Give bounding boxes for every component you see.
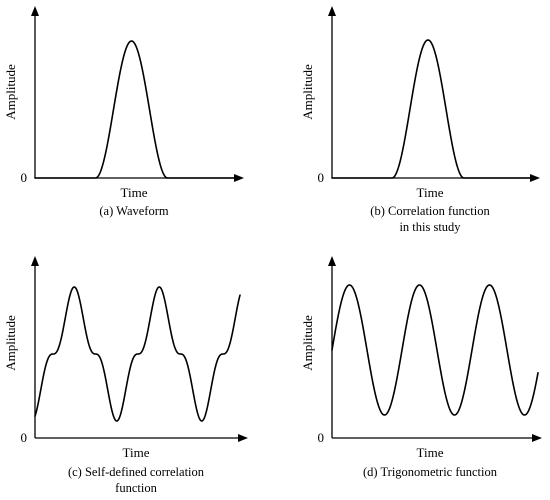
y-axis-label: Amplitude [300,315,315,371]
self-defined-correlation-curve [34,286,241,422]
caption-line-2: function [115,481,157,495]
correlation-function-curve [331,39,533,179]
origin-label: 0 [21,170,28,185]
panel-b: 0 Amplitude Time (b) Correlation functio… [300,6,540,234]
x-axis-arrow [530,174,540,182]
x-axis-label: Time [123,445,150,460]
caption-line-1: (d) Trigonometric function [363,465,498,479]
x-axis-label: Time [417,185,444,200]
x-axis-label: Time [417,445,444,460]
panel-d: 0 Amplitude Time (d) Trigonometric funct… [300,256,542,479]
caption-line-1: (a) Waveform [99,204,168,218]
x-axis-arrow [532,434,542,442]
origin-label: 0 [318,430,325,445]
y-axis-label: Amplitude [3,315,18,371]
y-axis-arrow [31,256,39,266]
y-axis-label: Amplitude [3,64,18,120]
panel-c: 0 Amplitude Time (c) Self-defined correl… [3,256,248,495]
x-axis-arrow [238,434,248,442]
y-axis-label: Amplitude [300,64,315,120]
trigonometric-function-curve [331,284,539,416]
caption-line-1: (b) Correlation function [370,204,490,218]
y-axis-arrow [31,6,39,16]
x-axis-label: Time [121,185,148,200]
y-axis-arrow [328,6,336,16]
panel-a: 0 Amplitude Time (a) Waveform [3,6,244,218]
origin-label: 0 [318,170,325,185]
origin-label: 0 [21,430,28,445]
y-axis-arrow [328,256,336,266]
caption-line-1: (c) Self-defined correlation [68,465,205,479]
x-axis-arrow [234,174,244,182]
waveform-curve [34,40,237,179]
caption-line-2: in this study [399,220,461,234]
